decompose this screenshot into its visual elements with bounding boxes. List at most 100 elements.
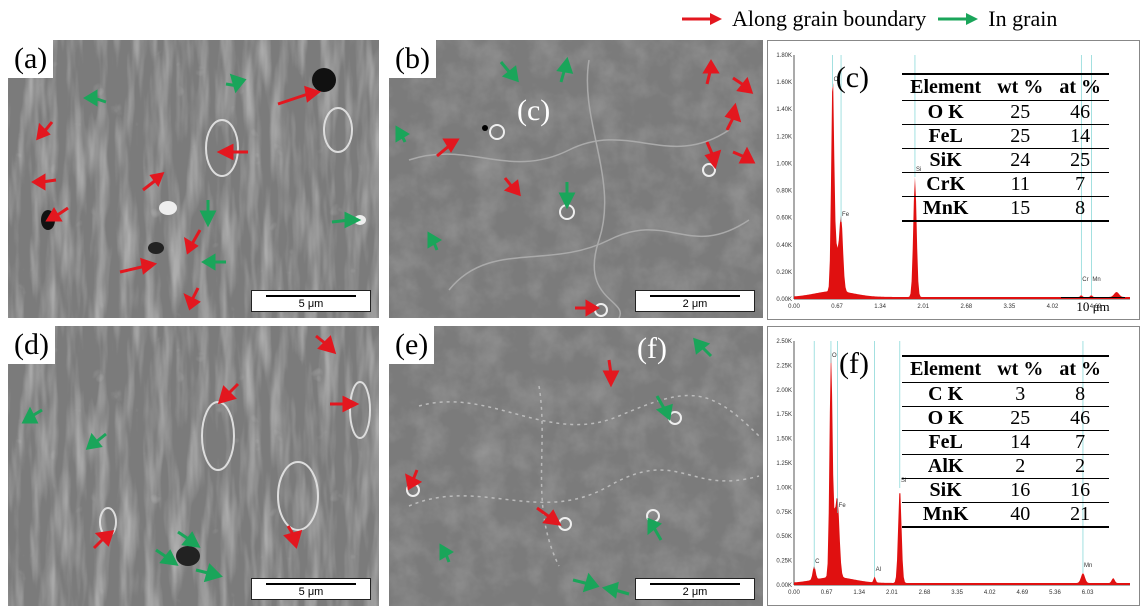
panel-label-e: (e) bbox=[389, 326, 435, 364]
y-tick-label: 2.00K bbox=[776, 388, 792, 394]
peak-label: Fe bbox=[842, 212, 850, 218]
sem-panel-a: (a) 5 μm bbox=[8, 40, 379, 318]
y-tick-label: 1.20K bbox=[776, 134, 792, 140]
scale-text-e: 2 μm bbox=[682, 586, 708, 598]
sem-texture-e bbox=[389, 326, 763, 606]
table-row: FeL 25 14 bbox=[902, 124, 1109, 149]
value-cell: 25 bbox=[989, 406, 1052, 431]
value-cell: 16 bbox=[1051, 478, 1109, 503]
value-cell: 8 bbox=[1051, 196, 1109, 222]
y-tick-label: 1.50K bbox=[776, 437, 792, 443]
element-cell: FeL bbox=[902, 124, 990, 149]
eds-table-c: Element wt % at % O K 25 46 FeL 25 14 SiK 24 25 CrK 1… bbox=[902, 73, 1109, 222]
value-cell: 46 bbox=[1051, 406, 1109, 431]
value-cell: 2 bbox=[1051, 454, 1109, 479]
y-tick-label: 1.00K bbox=[776, 485, 792, 491]
y-tick-label: 1.75K bbox=[776, 412, 792, 418]
x-tick-label: 0.00 bbox=[788, 590, 800, 596]
peak-label: O bbox=[834, 77, 839, 83]
table-header: wt % bbox=[989, 73, 1052, 101]
value-cell: 25 bbox=[1051, 148, 1109, 173]
table-header: at % bbox=[1051, 355, 1109, 383]
scale-bar-a: 5 μm bbox=[251, 290, 371, 312]
table-header: Element bbox=[902, 73, 990, 101]
value-cell: 24 bbox=[989, 148, 1052, 173]
y-tick-label: 0.40K bbox=[776, 243, 792, 249]
value-cell: 25 bbox=[989, 100, 1052, 125]
x-tick-label: 4.02 bbox=[984, 590, 996, 596]
point-marker-f: (f) bbox=[637, 332, 667, 365]
legend-green-label: In grain bbox=[988, 6, 1058, 31]
table-row: SiK 24 25 bbox=[902, 148, 1109, 173]
value-cell: 25 bbox=[989, 124, 1052, 149]
inset-scale-text-c: 10 μm bbox=[1076, 299, 1110, 314]
panel-label-d: (d) bbox=[8, 326, 55, 364]
x-tick-label: 6.03 bbox=[1082, 590, 1094, 596]
x-tick-label: 4.69 bbox=[1017, 590, 1029, 596]
y-tick-label: 0.20K bbox=[776, 270, 792, 276]
panel-label-a: (a) bbox=[8, 40, 54, 78]
value-cell: 2 bbox=[989, 454, 1052, 479]
arrow-legend: Along grain boundary In grain bbox=[680, 4, 1057, 34]
value-cell: 14 bbox=[1051, 124, 1109, 149]
x-tick-label: 2.68 bbox=[919, 590, 931, 596]
table-header: wt % bbox=[989, 355, 1052, 383]
x-tick-label: 0.67 bbox=[821, 590, 833, 596]
x-tick-label: 0.00 bbox=[788, 304, 800, 310]
element-cell: MnK bbox=[902, 502, 990, 528]
sem-panel-d: (d) 5 μm bbox=[8, 326, 379, 606]
legend-green: In grain bbox=[936, 6, 1057, 32]
sem-texture-b bbox=[389, 40, 763, 318]
value-cell: 14 bbox=[989, 430, 1052, 455]
table-row: CrK 11 7 bbox=[902, 172, 1109, 197]
panel-label-b: (b) bbox=[389, 40, 436, 78]
y-tick-label: 1.25K bbox=[776, 461, 792, 467]
x-tick-label: 0.67 bbox=[831, 304, 843, 310]
point-marker-c: (c) bbox=[517, 94, 551, 127]
x-tick-label: 3.35 bbox=[1004, 304, 1016, 310]
peak-label: Fe bbox=[839, 503, 847, 509]
table-row: SiK 16 16 bbox=[902, 478, 1109, 503]
peak-label: Cr bbox=[1082, 277, 1088, 283]
y-tick-label: 0.25K bbox=[776, 559, 792, 565]
green-arrow-icon bbox=[938, 13, 979, 25]
element-cell: SiK bbox=[902, 478, 990, 503]
scale-text-b: 2 μm bbox=[682, 298, 708, 310]
y-tick-label: 0.80K bbox=[776, 189, 792, 195]
scale-text-a: 5 μm bbox=[298, 298, 324, 310]
value-cell: 21 bbox=[1051, 502, 1109, 528]
table-row: AlK 2 2 bbox=[902, 454, 1109, 479]
x-tick-label: 2.01 bbox=[917, 304, 929, 310]
x-tick-label: 2.01 bbox=[886, 590, 898, 596]
y-tick-label: 1.60K bbox=[776, 80, 792, 86]
y-tick-label: 0.50K bbox=[776, 534, 792, 540]
peak-label: O bbox=[832, 353, 837, 359]
y-tick-label: 0.60K bbox=[776, 216, 792, 222]
table-row: O K 25 46 bbox=[902, 100, 1109, 125]
legend-red: Along grain boundary bbox=[680, 6, 926, 32]
table-header: at % bbox=[1051, 73, 1109, 101]
peak-label: C bbox=[815, 559, 820, 565]
scale-bar-d: 5 μm bbox=[251, 578, 371, 600]
scale-bar-b: 2 μm bbox=[635, 290, 755, 312]
scale-bar-e: 2 μm bbox=[635, 578, 755, 600]
eds-panel-c: 1.80K 1.60K 1.40K 1.20K 1.00K 0.80K 0.60K 0.40K… bbox=[767, 40, 1140, 320]
panel-label-f: (f) bbox=[839, 347, 869, 380]
panel-label-c: (c) bbox=[835, 61, 869, 94]
x-tick-label: 1.34 bbox=[874, 304, 886, 310]
x-tick-label: 3.35 bbox=[951, 590, 963, 596]
y-tick-label: 0.00K bbox=[776, 297, 792, 303]
peak-label: Mn bbox=[1084, 563, 1092, 569]
element-cell: C K bbox=[902, 382, 990, 407]
x-tick-label: 4.69 bbox=[1090, 304, 1102, 310]
table-row: MnK 40 21 bbox=[902, 502, 1109, 528]
element-cell: CrK bbox=[902, 172, 990, 197]
y-tick-label: 1.00K bbox=[776, 161, 792, 167]
value-cell: 46 bbox=[1051, 100, 1109, 125]
value-cell: 3 bbox=[989, 382, 1052, 407]
scale-text-d: 5 μm bbox=[298, 586, 324, 598]
eds-panel-f: 2.50K 2.25K 2.00K 1.75K 1.50K 1.25K 1.00K 0.75K… bbox=[767, 326, 1140, 606]
value-cell: 7 bbox=[1051, 172, 1109, 197]
